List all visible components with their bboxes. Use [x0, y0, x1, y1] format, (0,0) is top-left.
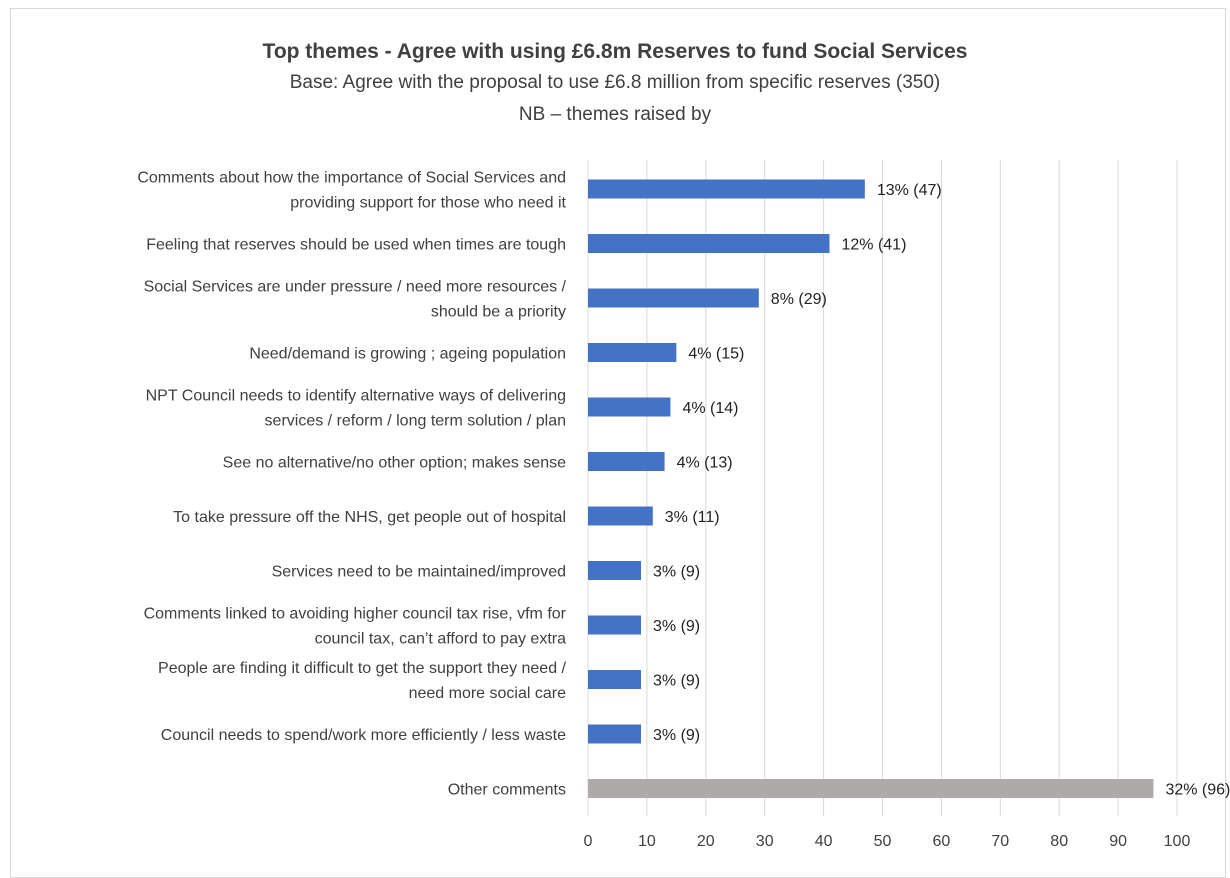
category-label: Feeling that reserves should be used whe… [146, 237, 566, 254]
bar [588, 779, 1154, 798]
chart-title: Top themes - Agree with using £6.8m Rese… [262, 40, 968, 63]
bar [588, 234, 830, 253]
x-tick-label: 80 [1050, 833, 1068, 850]
bar [588, 670, 642, 689]
bar [588, 724, 642, 744]
bars [588, 179, 1154, 798]
data-label: 3% (9) [653, 564, 700, 581]
data-label: 4% (14) [682, 400, 738, 417]
data-labels: 13% (47) 12% (41) 8% (29) 4% (15) 4% (14) 4% … [653, 182, 1230, 799]
data-label: 3% (9) [653, 727, 700, 744]
x-tick-label: 40 [815, 833, 833, 850]
category-label: council tax, can’t afford to pay extra [315, 631, 567, 648]
data-label: 3% (9) [653, 673, 700, 690]
category-label: Need/demand is growing ; ageing populati… [249, 346, 566, 363]
x-tick-label: 10 [638, 833, 656, 850]
chart-subtitle-note: NB – themes raised by [518, 104, 712, 125]
data-label: 4% (15) [688, 346, 744, 363]
x-tick-label: 20 [697, 833, 715, 850]
bar [588, 179, 865, 199]
category-label: Council needs to spend/work more efficie… [161, 727, 566, 744]
data-label: 12% (41) [841, 237, 906, 254]
category-label: services / reform / long term solution /… [265, 413, 566, 430]
category-label: To take pressure off the NHS, get people… [173, 509, 566, 526]
bar [588, 343, 677, 362]
x-tick-label: 100 [1164, 833, 1191, 850]
data-label: 3% (9) [653, 618, 700, 635]
category-label: People are finding it difficult to get t… [158, 660, 567, 677]
x-axis-ticks: 0 10 20 30 40 50 60 70 80 90 100 [584, 833, 1191, 850]
x-tick-label: 70 [991, 833, 1009, 850]
data-label: 4% (13) [677, 455, 733, 472]
data-label: 8% (29) [771, 291, 827, 308]
bar [588, 452, 665, 471]
category-label: Comments linked to avoiding higher counc… [144, 606, 567, 623]
x-tick-label: 60 [933, 833, 951, 850]
category-label: Services need to be maintained/improved [272, 564, 566, 581]
data-label: 13% (47) [877, 182, 942, 199]
category-label: NPT Council needs to identify alternativ… [146, 388, 566, 405]
data-label: 32% (96) [1165, 782, 1230, 799]
bar [588, 615, 642, 635]
bar [588, 397, 671, 417]
x-tick-label: 50 [874, 833, 892, 850]
bar [588, 288, 759, 308]
bar [588, 506, 653, 526]
x-tick-label: 90 [1109, 833, 1127, 850]
data-label: 3% (11) [665, 509, 720, 526]
bar [588, 561, 642, 580]
category-label: Social Services are under pressure / nee… [144, 279, 567, 296]
category-label: Comments about how the importance of Soc… [137, 170, 566, 187]
category-label: providing support for those who need it [290, 195, 566, 212]
category-label: need more social care [409, 685, 567, 702]
gridlines [587, 160, 1178, 816]
category-label: See no alternative/no other option; make… [223, 455, 566, 472]
x-tick-label: 30 [756, 833, 774, 850]
category-label: Other comments [448, 782, 566, 799]
chart-subtitle-base: Base: Agree with the proposal to use £6.… [289, 72, 941, 93]
category-label: should be a priority [431, 304, 566, 321]
x-tick-label: 0 [584, 833, 593, 850]
category-labels: Comments about how the importance of Soc… [137, 170, 566, 799]
